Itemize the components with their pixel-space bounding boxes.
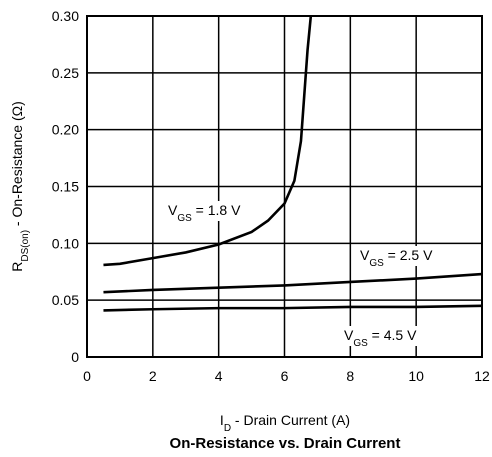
x-tick-label: 0 (83, 368, 91, 384)
annotation-bg (165, 201, 253, 221)
y-axis-label: RDS(on) - On-Resistance (Ω) (9, 101, 31, 272)
chart-title: On-Resistance vs. Drain Current (170, 435, 401, 452)
x-tick-label: 6 (281, 368, 289, 384)
annotation-bg (341, 326, 429, 346)
y-tick-label: 0.15 (52, 179, 79, 195)
annotation-rest: = 2.5 V (384, 247, 433, 263)
x-axis-label-main: I (220, 412, 224, 428)
plot-frame (86, 15, 483, 358)
x-tick-label: 12 (474, 368, 490, 384)
x-tick-label: 4 (215, 368, 223, 384)
y-axis-label-sub: DS(on) (20, 230, 31, 262)
annotation-main: V (360, 247, 370, 263)
x-axis-label-rest: - Drain Current (A) (231, 412, 350, 428)
y-tick-label: 0.30 (52, 8, 79, 24)
x-tick-label: 8 (346, 368, 354, 384)
y-axis-label-main: R (9, 262, 25, 272)
annotation: VGS = 2.5 V (360, 247, 433, 269)
annotation-rest: = 4.5 V (368, 327, 417, 343)
x-axis-label: ID - Drain Current (A) (220, 412, 350, 434)
y-tick-label: 0 (71, 349, 79, 365)
series-line (103, 304, 483, 312)
y-axis-label-rest: - On-Resistance (Ω) (9, 101, 25, 230)
x-axis-label-sub: D (224, 423, 231, 434)
y-tick-label: 0.25 (52, 65, 79, 81)
annotation-bg (357, 246, 445, 266)
annotation-sub: GS (353, 338, 368, 349)
series-line (103, 15, 313, 267)
y-tick-label: 0.10 (52, 235, 79, 251)
y-tick-label: 0.05 (52, 292, 79, 308)
annotation: VGS = 4.5 V (344, 327, 417, 349)
x-tick-label: 10 (408, 368, 424, 384)
annotation-main: V (168, 202, 178, 218)
annotation-rest: = 1.8 V (192, 202, 241, 218)
x-tick-label: 2 (149, 368, 157, 384)
annotation-sub: GS (369, 258, 384, 269)
annotation-main: V (344, 327, 354, 343)
series-line (103, 272, 483, 294)
y-tick-label: 0.20 (52, 122, 79, 138)
annotation: VGS = 1.8 V (168, 202, 241, 224)
annotation-sub: GS (177, 213, 192, 224)
